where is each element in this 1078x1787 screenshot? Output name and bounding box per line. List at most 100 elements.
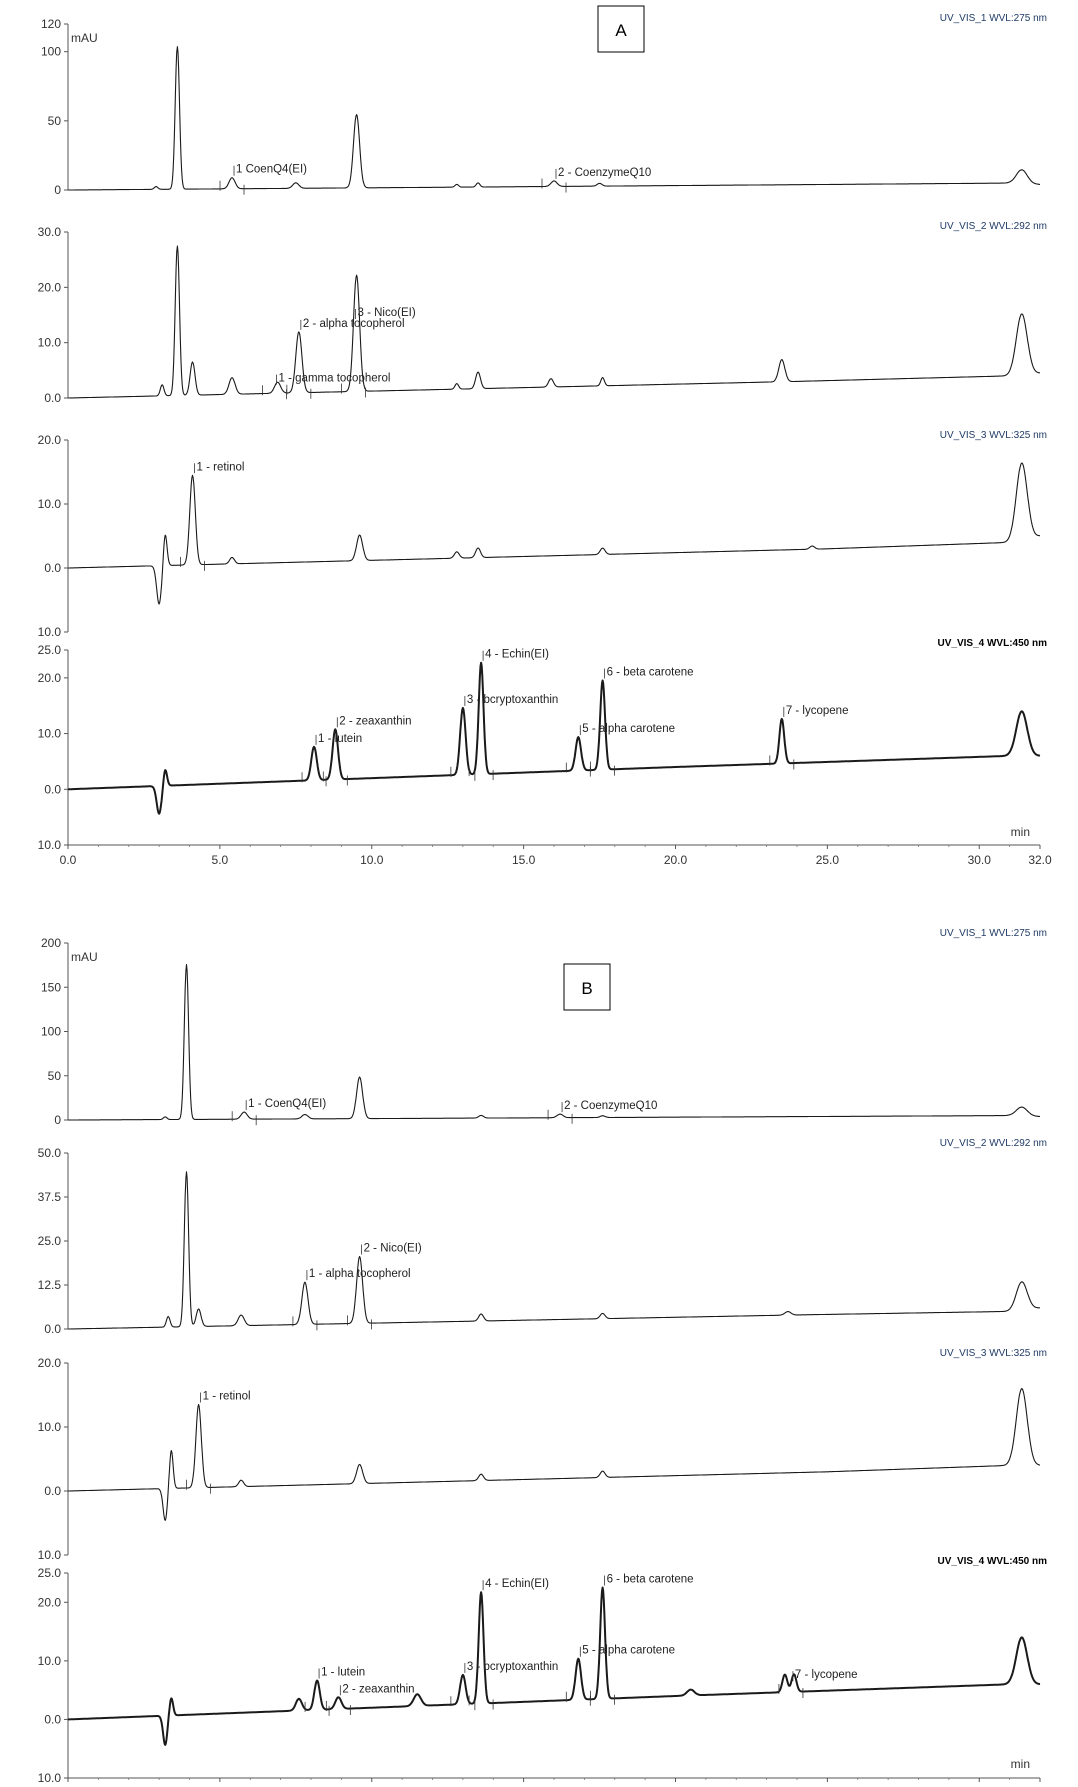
y-tick-label: 0.0 [44, 561, 61, 575]
peak-label: 2 - CoenzymeQ10 [558, 167, 651, 179]
y-tick-label: 50 [48, 114, 62, 128]
chromatogram-plots: 0 50 100 120 mAU UV_VIS_1 WVL:275 nm 1 CoenQ4(… [38, 13, 1052, 1787]
y-tick-label: 10.0 [38, 1771, 62, 1785]
x-tick-label: 30.0 [968, 853, 992, 867]
y-tick-label: 0.0 [44, 782, 61, 796]
signal-line [68, 462, 1040, 605]
x-tick-label: 5.0 [212, 853, 229, 867]
y-tick-label: 10.0 [38, 625, 62, 639]
peak-label: 1 CoenQ4(EI) [236, 164, 307, 176]
y-tick-label: 10.0 [38, 1420, 62, 1434]
y-tick-label: 25.0 [38, 1234, 62, 1248]
trace-4: 10.0 0.0 10.0 20.0 25.0 UV_VIS_4 WVL:450 nm 1 … [38, 638, 1047, 852]
y-tick-label: 20.0 [38, 433, 62, 447]
peak-label: 2 - Nico(EI) [364, 1242, 422, 1254]
peak-label: 6 - beta carotene [607, 667, 694, 679]
y-tick-label: 0 [54, 183, 61, 197]
panel-b: 0 50 100 150 200 mAU UV_VIS_1 WVL:275 nm 1 - Co… [38, 928, 1052, 1787]
trace-3: 10.0 0.0 10.0 20.0 UV_VIS_3 WVL:325 nm 1 - re… [38, 430, 1047, 639]
peak-label: 2 - zeaxanthin [342, 1683, 414, 1695]
y-tick-label: 120 [41, 17, 61, 31]
y-tick-label: 20.0 [38, 1356, 62, 1370]
y-tick-label: 0.0 [44, 1484, 61, 1498]
y-tick-label: 10.0 [38, 497, 62, 511]
peak-label: 1 - retinol [203, 1390, 251, 1402]
peak-label: 3 - bcryptoxanthin [467, 1661, 558, 1673]
peak-label: 1 - retinol [197, 461, 245, 473]
panel-a: 0 50 100 120 mAU UV_VIS_1 WVL:275 nm 1 CoenQ4(… [38, 13, 1052, 867]
y-tick-label: 10.0 [38, 838, 62, 852]
channel-label: UV_VIS_2 WVL:292 nm [940, 221, 1047, 232]
signal-line [68, 46, 1040, 191]
trace-4: 10.0 0.0 10.0 20.0 25.0 UV_VIS_4 WVL:450 nm 1 … [38, 1556, 1047, 1785]
peak-label: 1 - lutein [321, 1667, 365, 1679]
peak-label: 4 - Echin(EI) [485, 649, 549, 661]
y-tick-label: 10.0 [38, 1654, 62, 1668]
peak-label: 7 - lycopene [795, 1669, 858, 1681]
trace-1: 0 50 100 150 200 mAU UV_VIS_1 WVL:275 nm 1 - Co… [41, 928, 1047, 1127]
peak-label: 2 - CoenzymeQ10 [564, 1100, 657, 1112]
channel-label: UV_VIS_3 WVL:325 nm [940, 1348, 1047, 1359]
peak-label: 5 - alpha carotene [582, 1645, 675, 1657]
y-tick-label: 30.0 [38, 225, 62, 239]
channel-label: UV_VIS_1 WVL:275 nm [940, 13, 1047, 24]
signal-line [68, 1171, 1040, 1330]
y-tick-label: 20.0 [38, 280, 62, 294]
x-tick-label: 20.0 [664, 853, 688, 867]
peak-label: 3 - bcryptoxanthin [467, 694, 558, 706]
peak-label: 5 - alpha carotene [582, 723, 675, 735]
peak-label: 1 - CoenQ4(EI) [248, 1098, 326, 1110]
y-tick-label: 10.0 [38, 1548, 62, 1562]
x-tick-label: 15.0 [512, 853, 536, 867]
y-tick-label: 10.0 [38, 727, 62, 741]
x-tick-label: 25.0 [816, 853, 840, 867]
y-tick-label: 0 [54, 1113, 61, 1127]
channel-label: UV_VIS_4 WVL:450 nm [938, 1556, 1048, 1567]
x-tick-label: 10.0 [360, 853, 384, 867]
peak-label: 7 - lycopene [786, 705, 849, 717]
peak-label: 1 - gamma tocopherol [279, 373, 391, 385]
peak-label: 3 - Nico(EI) [358, 307, 416, 319]
panel-b-letter-box [563, 963, 611, 1011]
channel-label: UV_VIS_4 WVL:450 nm [938, 638, 1048, 649]
x-unit-label: min [1011, 1757, 1030, 1771]
trace-2: 0.0 12.5 25.0 37.5 50.0 UV_VIS_2 WVL:292 nm 1 … [38, 1138, 1047, 1336]
peak-label: 2 - alpha tocopherol [303, 318, 405, 330]
y-tick-label: 150 [41, 980, 61, 994]
trace-3: 10.0 0.0 10.0 20.0 UV_VIS_3 WVL:325 nm 1 - re… [38, 1348, 1047, 1562]
y-tick-label: 200 [41, 936, 61, 950]
y-tick-label: 0.0 [44, 1712, 61, 1726]
y-tick-label: 0.0 [44, 391, 61, 405]
y-tick-label: 100 [41, 45, 61, 59]
signal-line [67, 1586, 1041, 1746]
peak-label: 6 - beta carotene [607, 1574, 694, 1586]
y-tick-label: 50.0 [38, 1146, 62, 1160]
channel-label: UV_VIS_2 WVL:292 nm [940, 1138, 1047, 1149]
signal-line [68, 245, 1041, 399]
panel-b-letter: B [581, 979, 592, 998]
peak-label: 4 - Echin(EI) [485, 1578, 549, 1590]
y-tick-label: 20.0 [38, 1595, 62, 1609]
y-tick-label: 25.0 [38, 643, 62, 657]
y-unit-label: mAU [71, 31, 98, 45]
panel-a-letter: A [615, 21, 627, 40]
y-tick-label: 50 [48, 1069, 62, 1083]
x-unit-label: min [1011, 825, 1030, 839]
x-tick-label: 0.0 [60, 853, 77, 867]
y-tick-label: 10.0 [38, 336, 62, 350]
y-tick-label: 25.0 [38, 1566, 62, 1580]
y-tick-label: 12.5 [38, 1278, 62, 1292]
y-tick-label: 37.5 [38, 1190, 62, 1204]
peak-label: 1 - lutein [318, 733, 362, 745]
x-tick-label: 32.0 [1028, 853, 1052, 867]
channel-label: UV_VIS_1 WVL:275 nm [940, 928, 1047, 939]
peak-label: 1 - alpha tocopherol [309, 1268, 411, 1280]
trace-2: 0.0 10.0 20.0 30.0 UV_VIS_2 WVL:292 nm 1 - ga… [38, 221, 1047, 405]
y-tick-label: 20.0 [38, 671, 62, 685]
signal-line [67, 661, 1041, 815]
signal-line [68, 964, 1040, 1121]
trace-1: 0 50 100 120 mAU UV_VIS_1 WVL:275 nm 1 CoenQ4(… [41, 13, 1047, 197]
y-tick-label: 0.0 [44, 1322, 61, 1336]
